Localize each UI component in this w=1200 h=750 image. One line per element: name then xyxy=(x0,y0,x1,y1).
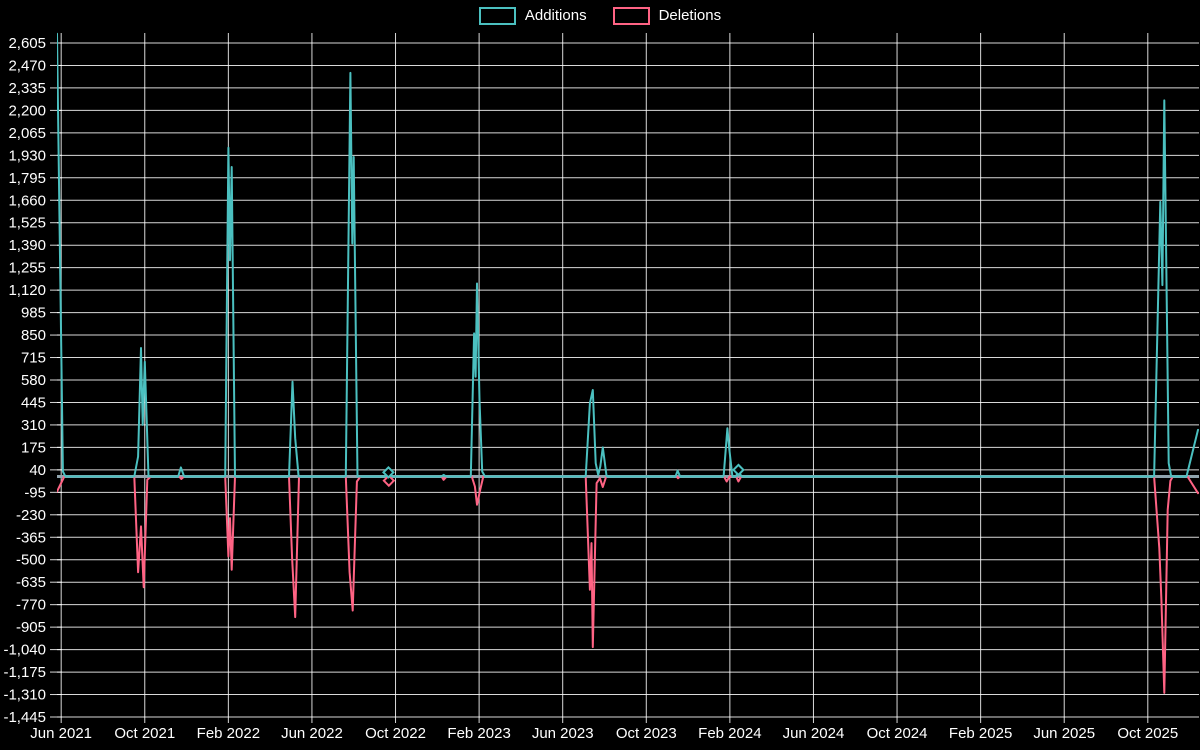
svg-text:-1,310: -1,310 xyxy=(3,687,46,704)
svg-text:Oct 2023: Oct 2023 xyxy=(616,725,677,742)
deletions-swatch-icon xyxy=(612,7,650,25)
legend-item-additions[interactable]: Additions xyxy=(478,7,587,25)
legend-label-additions: Additions xyxy=(524,7,587,24)
svg-text:580: 580 xyxy=(21,372,46,389)
svg-text:Jun 2021: Jun 2021 xyxy=(30,725,92,742)
svg-text:715: 715 xyxy=(21,350,46,367)
svg-text:-500: -500 xyxy=(16,552,46,569)
additions-line xyxy=(57,32,1199,479)
svg-text:985: 985 xyxy=(21,305,46,322)
svg-text:-770: -770 xyxy=(16,597,46,614)
svg-text:1,660: 1,660 xyxy=(8,192,46,209)
svg-text:Oct 2024: Oct 2024 xyxy=(867,725,928,742)
gridlines xyxy=(50,33,1199,723)
svg-text:Jun 2022: Jun 2022 xyxy=(281,725,343,742)
svg-text:-365: -365 xyxy=(16,529,46,546)
additions-point-marker xyxy=(732,463,745,477)
svg-text:-1,040: -1,040 xyxy=(3,642,46,659)
svg-text:2,605: 2,605 xyxy=(8,35,46,52)
svg-text:1,795: 1,795 xyxy=(8,170,46,187)
deletions-point-marker xyxy=(382,474,396,488)
svg-text:Jun 2024: Jun 2024 xyxy=(783,725,845,742)
svg-text:-95: -95 xyxy=(24,484,46,501)
svg-text:Jun 2023: Jun 2023 xyxy=(532,725,594,742)
legend-item-deletions[interactable]: Deletions xyxy=(612,7,722,25)
svg-text:1,120: 1,120 xyxy=(8,282,46,299)
svg-text:1,930: 1,930 xyxy=(8,147,46,164)
svg-text:310: 310 xyxy=(21,417,46,434)
axis-labels: Jun 2021 Oct 2021 Feb 2022 Jun 2022 Oct 2022… xyxy=(3,35,1178,742)
chart-legend: Additions Deletions xyxy=(0,7,1200,25)
svg-text:-1,445: -1,445 xyxy=(3,709,46,726)
svg-text:1,390: 1,390 xyxy=(8,237,46,254)
svg-text:Feb 2025: Feb 2025 xyxy=(949,725,1012,742)
svg-text:Feb 2022: Feb 2022 xyxy=(197,725,260,742)
additions-point-marker xyxy=(382,465,395,479)
svg-text:Oct 2021: Oct 2021 xyxy=(114,725,175,742)
svg-text:Feb 2023: Feb 2023 xyxy=(447,725,510,742)
svg-text:2,200: 2,200 xyxy=(8,102,46,119)
svg-text:Oct 2022: Oct 2022 xyxy=(365,725,426,742)
svg-text:-1,175: -1,175 xyxy=(3,664,46,681)
svg-text:-635: -635 xyxy=(16,574,46,591)
svg-text:1,525: 1,525 xyxy=(8,215,46,232)
svg-text:850: 850 xyxy=(21,327,46,344)
svg-text:Jun 2025: Jun 2025 xyxy=(1033,725,1095,742)
legend-label-deletions: Deletions xyxy=(658,7,722,24)
svg-text:2,065: 2,065 xyxy=(8,125,46,142)
svg-text:Oct 2025: Oct 2025 xyxy=(1117,725,1178,742)
svg-text:175: 175 xyxy=(21,439,46,456)
svg-text:-230: -230 xyxy=(16,507,46,524)
additions-swatch-icon xyxy=(478,7,516,25)
svg-text:-905: -905 xyxy=(16,619,46,636)
svg-text:2,335: 2,335 xyxy=(8,80,46,97)
svg-text:Feb 2024: Feb 2024 xyxy=(698,725,761,742)
svg-text:445: 445 xyxy=(21,394,46,411)
svg-text:1,255: 1,255 xyxy=(8,260,46,277)
svg-text:2,470: 2,470 xyxy=(8,57,46,74)
svg-text:40: 40 xyxy=(29,462,46,479)
